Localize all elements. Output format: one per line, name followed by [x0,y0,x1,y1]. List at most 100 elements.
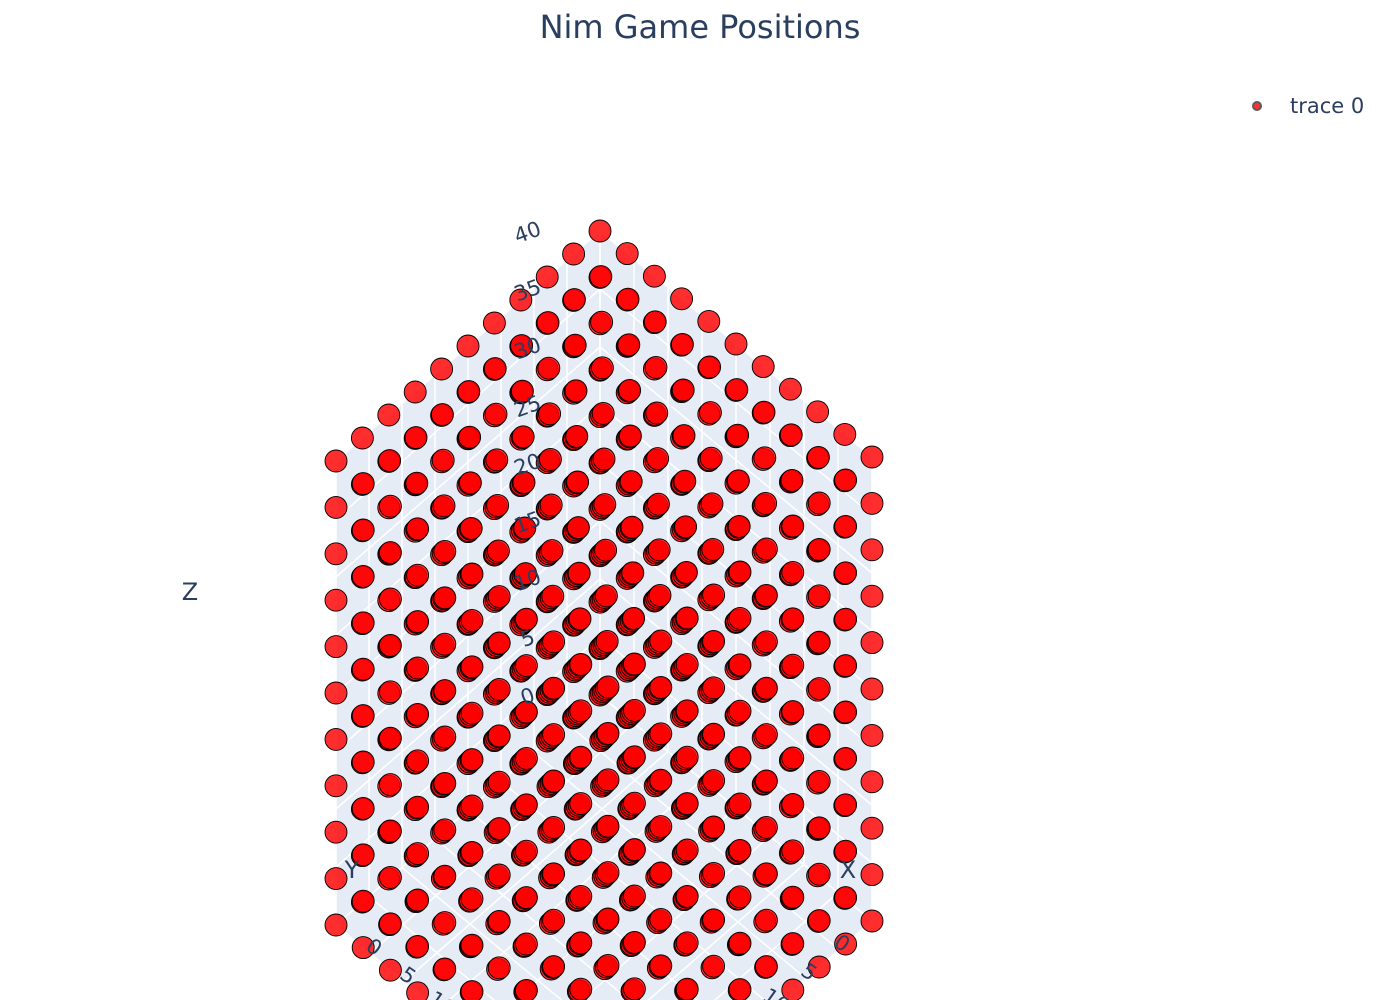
data-point [588,219,612,243]
data-point [671,378,695,402]
data-point [670,332,694,356]
data-point [702,769,726,793]
data-point [406,795,430,819]
data-point [324,913,348,937]
data-point [728,606,752,630]
data-point [433,818,457,842]
data-point [807,769,831,793]
data-point [406,656,430,680]
data-point [698,401,722,425]
data-point [619,470,643,494]
data-point [860,770,884,794]
data-point [834,886,858,910]
data-point [487,677,511,701]
data-point [834,607,858,631]
data-point [649,675,673,699]
data-point [596,953,620,977]
data-point [648,583,672,607]
data-point [460,701,484,725]
data-point [781,932,805,956]
data-point [406,934,430,958]
data-point [569,884,593,908]
data-point [754,676,778,700]
data-point [460,980,484,1000]
data-point [622,977,646,1000]
data-point [433,679,457,703]
data-point [569,977,593,1000]
data-point [622,606,646,630]
data-point [642,264,666,288]
data-point [406,981,430,1000]
data-point [542,769,566,793]
data-point [486,493,510,517]
data-point [324,588,348,612]
data-point [510,334,534,358]
data-point [807,630,831,654]
data-point [514,700,538,724]
data-point [754,815,778,839]
data-point [753,446,777,470]
data-point [673,469,697,493]
data-point [834,839,858,863]
data-point [754,908,778,932]
data-point [674,560,698,584]
data-point [860,491,884,515]
data-point [406,749,430,773]
data-point [697,309,721,333]
data-point [834,932,858,956]
data-point [675,884,699,908]
data-point [487,956,511,980]
data-point [833,422,857,446]
data-point [569,931,593,955]
data-point [569,792,593,816]
data-point [649,954,673,978]
data-point [649,629,673,653]
data-point [351,936,375,960]
data-point [860,538,884,562]
data-point [484,402,508,426]
data-point [595,629,619,653]
gridline [780,920,873,1000]
data-point [378,819,402,843]
data-point [860,584,884,608]
data-point [542,908,566,932]
data-point [514,654,538,678]
data-point [569,745,593,769]
data-point [569,652,593,676]
data-point [702,722,726,746]
data-point [622,838,646,862]
data-point [378,633,402,657]
data-point [567,561,591,585]
data-point [807,909,831,933]
data-point [725,378,749,402]
gridline [368,895,496,1000]
data-point [752,400,776,424]
legend[interactable]: trace 0 [1252,94,1364,118]
data-point [351,889,375,913]
data-point [378,587,402,611]
data-point [596,675,620,699]
z-axis-title: Z [182,578,198,606]
legend-label-trace-0: trace 0 [1290,94,1365,118]
data-point [433,725,457,749]
data-point [675,745,699,769]
data-point [406,702,430,726]
data-point [324,681,348,705]
data-point [700,492,724,516]
data-point [594,584,618,608]
data-point [324,867,348,891]
data-point [591,401,615,425]
data-point [460,840,484,864]
data-point [834,561,858,585]
data-point [406,610,430,634]
data-point [675,699,699,723]
data-point [351,518,375,542]
data-point [596,768,620,792]
data-point [483,357,507,381]
data-point [324,635,348,659]
data-point [621,561,645,585]
data-point [781,514,805,538]
data-point [324,449,348,473]
data-point [728,885,752,909]
